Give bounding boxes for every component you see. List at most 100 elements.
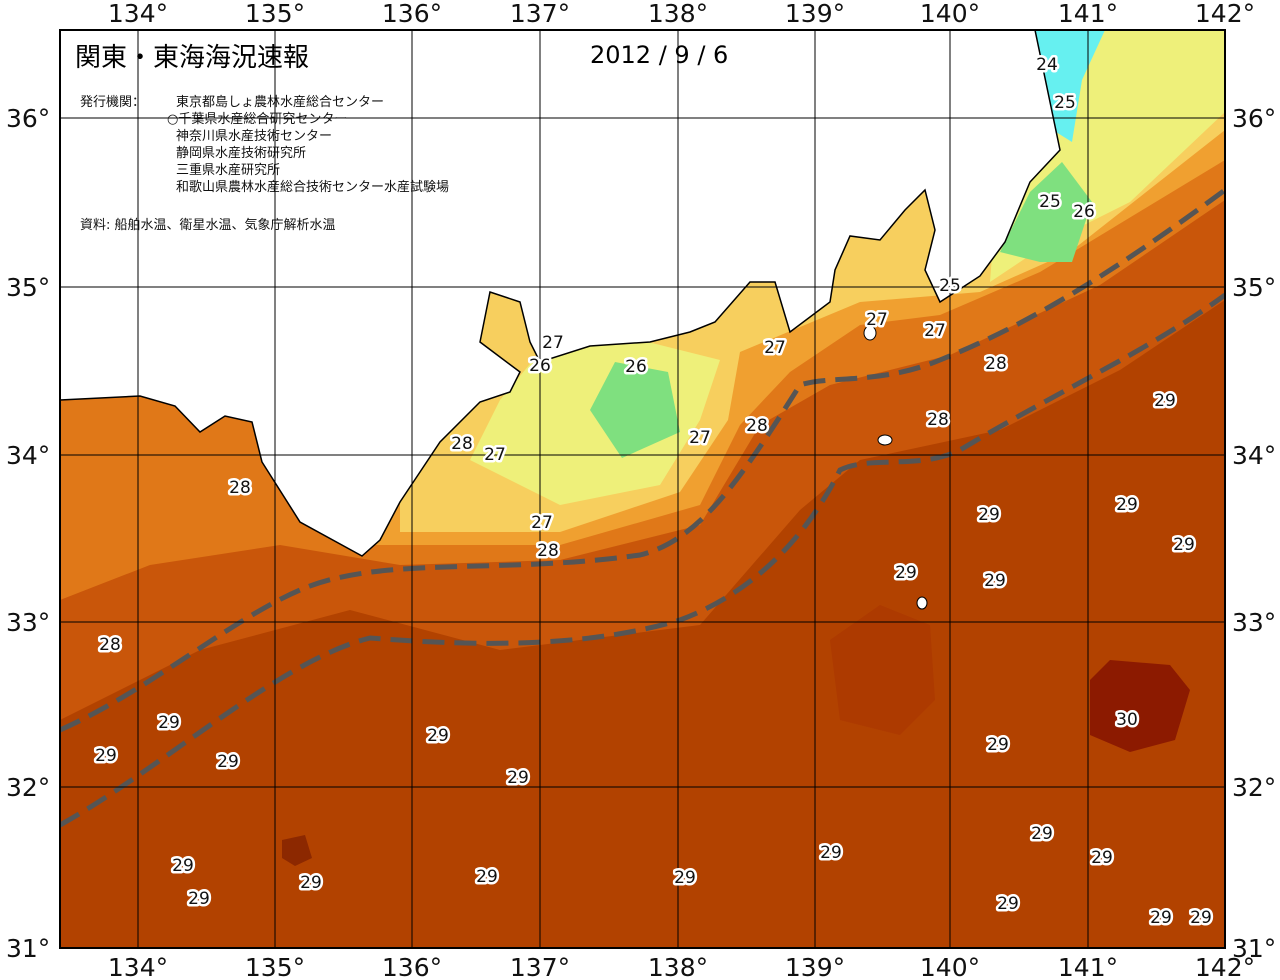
isotherm-label: 27 bbox=[689, 428, 711, 448]
map-date: 2012 / 9 / 6 bbox=[590, 41, 728, 69]
zone-29-spot bbox=[282, 835, 312, 866]
isotherm-label: 29 bbox=[1154, 391, 1176, 411]
isotherm-label: 29 bbox=[820, 843, 842, 863]
latitude-label-left: 34° bbox=[6, 441, 50, 470]
data-source: 資料: 船舶水温、衛星水温、気象庁解析水温 bbox=[80, 217, 336, 233]
longitude-label-top: 138° bbox=[648, 0, 708, 28]
isotherm-label: 27 bbox=[866, 310, 888, 330]
latitude-label-right: 31° bbox=[1232, 934, 1276, 963]
isotherm-label: 28 bbox=[451, 434, 473, 454]
graticule: 134° 134° 135° 135° 136° 136° 137° 137° 138° 138°… bbox=[6, 0, 1276, 980]
isotherm-label: 29 bbox=[895, 563, 917, 583]
map-frame bbox=[59, 29, 1226, 949]
longitude-label-top: 134° bbox=[108, 0, 168, 28]
isotherm-label: 29 bbox=[978, 505, 1000, 525]
current-axis-south bbox=[60, 292, 1225, 828]
isotherm-label: 29 bbox=[172, 856, 194, 876]
latitude-label-left: 33° bbox=[6, 608, 50, 637]
isotherm-label: 25 bbox=[1039, 192, 1061, 212]
longitude-label-bottom: 137° bbox=[510, 953, 570, 980]
zone-29-hot bbox=[830, 605, 935, 735]
isotherm-label: 29 bbox=[1116, 495, 1138, 515]
isotherm-label: 28 bbox=[927, 410, 949, 430]
isotherm-label: 29 bbox=[300, 873, 322, 893]
issuer: 静岡県水産技術研究所 bbox=[176, 145, 306, 161]
current-axis-north bbox=[60, 187, 1225, 733]
longitude-label-bottom: 138° bbox=[648, 953, 708, 980]
latitude-label-left: 32° bbox=[6, 773, 50, 802]
longitude-label-bottom: 136° bbox=[382, 953, 442, 980]
longitude-label-top: 140° bbox=[920, 0, 980, 28]
isotherm-label: 29 bbox=[95, 746, 117, 766]
longitude-label-top: 136° bbox=[382, 0, 442, 28]
zone-25 bbox=[590, 362, 680, 458]
isotherm-label: 29 bbox=[1190, 908, 1212, 928]
map-title: 関東・東海海況速報 bbox=[75, 43, 309, 73]
longitude-label-top: 141° bbox=[1058, 0, 1118, 28]
isotherm-label: 27 bbox=[531, 513, 553, 533]
isotherm-label: 29 bbox=[476, 867, 498, 887]
longitude-label-top: 135° bbox=[245, 0, 305, 28]
zone-25-ne bbox=[1000, 162, 1092, 262]
isotherm-label: 28 bbox=[537, 541, 559, 561]
isotherm-label: 27 bbox=[542, 333, 564, 353]
latitude-label-left: 35° bbox=[6, 273, 50, 302]
issuer: 和歌山県農林水産総合技術センター水産試験場 bbox=[176, 179, 449, 195]
isotherm-label: 29 bbox=[427, 726, 449, 746]
latitude-label-right: 32° bbox=[1232, 773, 1276, 802]
island bbox=[877, 434, 893, 446]
isotherm-label: 28 bbox=[99, 635, 121, 655]
longitude-label-top: 139° bbox=[785, 0, 845, 28]
longitude-label-top: 137° bbox=[510, 0, 570, 28]
island bbox=[863, 325, 877, 341]
isotherm-label: 30 bbox=[1116, 710, 1138, 730]
issuer: 東京都島しょ農林水産総合センター bbox=[176, 94, 384, 110]
latitude-label-left: 36° bbox=[6, 104, 50, 133]
isotherm-label: 29 bbox=[158, 713, 180, 733]
isotherm-label: 29 bbox=[984, 571, 1006, 591]
sea-layers bbox=[60, 30, 1225, 948]
isotherm-labels: 24 25 25 26 25 27 27 27 27 26 26 28 29 28 28 27 28 27 28 29… bbox=[93, 53, 1215, 931]
issuer: 三重県水産研究所 bbox=[176, 162, 280, 178]
isotherm-label: 27 bbox=[484, 445, 506, 465]
longitude-label-bottom: 139° bbox=[785, 953, 845, 980]
latitude-label-right: 36° bbox=[1232, 104, 1276, 133]
latitude-label-right: 33° bbox=[1232, 608, 1276, 637]
isotherm-label: 25 bbox=[1054, 93, 1076, 113]
isotherm-label: 29 bbox=[674, 868, 696, 888]
isotherm-label: 27 bbox=[924, 321, 946, 341]
latitude-label-right: 34° bbox=[1232, 441, 1276, 470]
isotherm-label: 29 bbox=[217, 752, 239, 772]
issuer: 神奈川県水産技術センター bbox=[176, 128, 332, 144]
isotherm-label: 26 bbox=[529, 356, 551, 376]
longitude-label-bottom: 140° bbox=[920, 953, 980, 980]
isotherm-label: 29 bbox=[1031, 824, 1053, 844]
isotherm-label: 25 bbox=[939, 276, 961, 296]
island bbox=[916, 596, 928, 610]
latitude-label-left: 31° bbox=[6, 934, 50, 963]
longitude-label-top: 142° bbox=[1195, 0, 1255, 28]
isotherm-label: 28 bbox=[985, 354, 1007, 374]
isotherm-label: 26 bbox=[1073, 202, 1095, 222]
longitude-label-bottom: 134° bbox=[108, 953, 168, 980]
isotherm-label: 29 bbox=[1091, 848, 1113, 868]
isotherm-label: 29 bbox=[1173, 535, 1195, 555]
land bbox=[60, 30, 1061, 557]
isotherm-label: 24 bbox=[1036, 55, 1058, 75]
longitude-label-bottom: 141° bbox=[1058, 953, 1118, 980]
isotherm-label: 29 bbox=[1150, 908, 1172, 928]
latitude-label-right: 35° bbox=[1232, 273, 1276, 302]
isotherm-label: 29 bbox=[188, 889, 210, 909]
isotherm-label: 28 bbox=[229, 478, 251, 498]
isotherm-label: 26 bbox=[625, 357, 647, 377]
isotherm-label: 28 bbox=[746, 416, 768, 436]
longitude-label-bottom: 135° bbox=[245, 953, 305, 980]
isotherm-label: 29 bbox=[987, 735, 1009, 755]
isotherm-label: 29 bbox=[997, 894, 1019, 914]
issuer: ○千葉県水産総合研究センター bbox=[167, 111, 347, 127]
isotherm-label: 27 bbox=[764, 338, 786, 358]
issuer-label: 発行機関： bbox=[80, 95, 145, 110]
isotherm-label: 29 bbox=[507, 768, 529, 788]
issuer-list: 東京都島しょ農林水産総合センター○千葉県水産総合研究センター神奈川県水産技術セン… bbox=[167, 94, 449, 195]
